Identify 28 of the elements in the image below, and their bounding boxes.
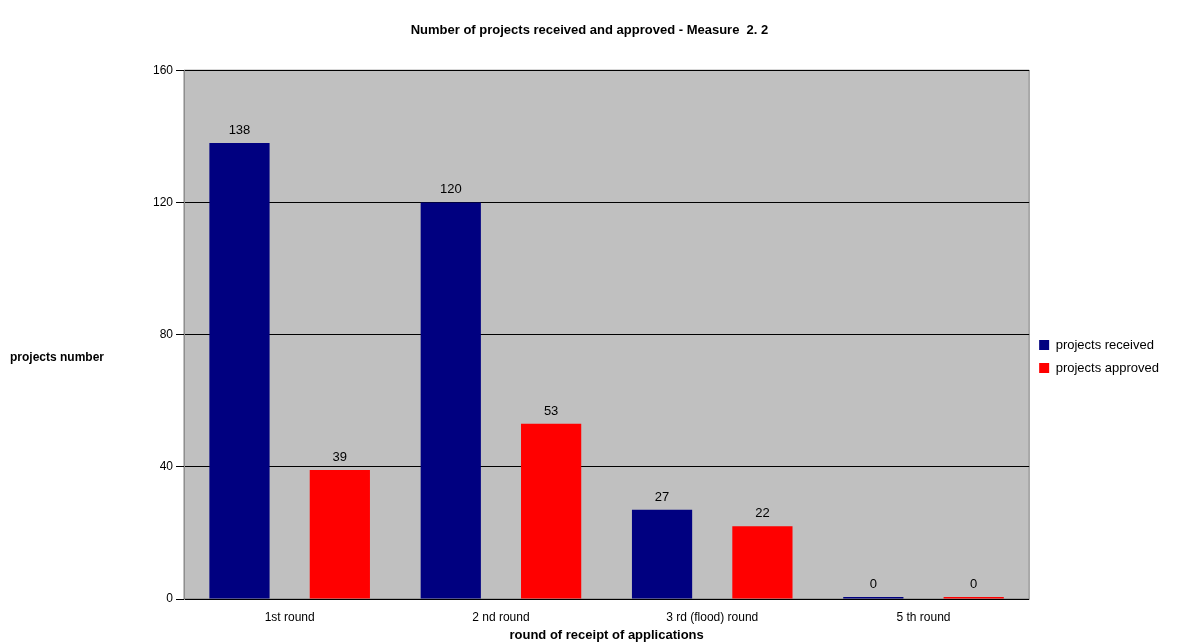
y-tick-label: 0 [166,591,174,606]
data-label: 39 [332,449,348,465]
x-tick-label: 1st round [264,609,315,624]
y-tick-label: 40 [159,459,174,474]
data-label: 0 [970,576,978,592]
bar [420,202,481,599]
y-axis-title: projects number [10,350,105,364]
y-tick-label: 160 [152,62,174,77]
data-label: 27 [654,488,670,504]
y-tick-label: 80 [159,326,174,341]
data-label: 120 [439,181,462,197]
x-tick-label: 2 nd round [472,609,530,624]
chart-title: Number of projects received and approved - Measure 2. 2 [409,22,770,37]
x-tick-label: 3 rd (flood) round [666,609,759,624]
data-label: 138 [228,121,251,137]
bar [631,509,693,599]
x-axis-title: round of receipt of applications [509,626,704,642]
data-label: 53 [543,402,559,418]
legend-label: projects received [1055,336,1154,352]
legend-label: projects approved [1055,359,1159,375]
bar [209,142,270,599]
bar [309,470,370,599]
y-tick-label: 120 [152,194,174,209]
bar [521,423,582,599]
data-label: 0 [869,576,877,592]
data-label: 22 [755,505,770,521]
bar [732,526,793,599]
x-tick-label: 5 th round [896,609,951,624]
